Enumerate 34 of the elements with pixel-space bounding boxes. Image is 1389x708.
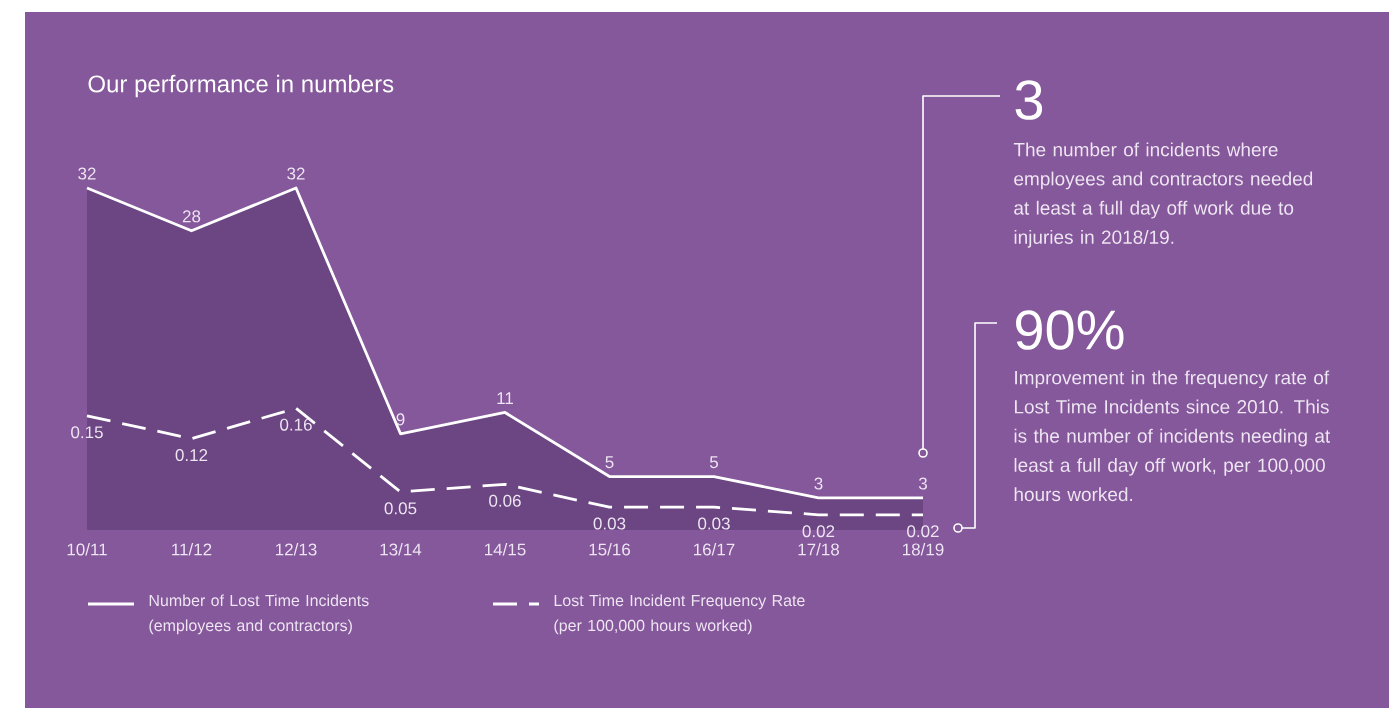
data-label: 0.15: [71, 426, 103, 439]
x-tick-label: 18/19: [903, 543, 944, 556]
data-label: 0.02: [802, 525, 835, 538]
data-label: 3: [814, 477, 823, 490]
data-label: 9: [396, 413, 405, 426]
x-tick-label: 12/13: [276, 543, 317, 556]
data-label: 0.02: [907, 525, 939, 538]
data-label: 0.05: [384, 502, 417, 515]
legend-label: Lost Time Incident Frequency Rate (per 100,000 hours worked): [554, 594, 805, 635]
data-label: 5: [709, 456, 719, 469]
chart-title: Our performance in numbers: [88, 74, 394, 98]
data-label: 3: [918, 477, 927, 490]
data-label: 5: [605, 456, 614, 469]
data-label: 0.06: [489, 494, 521, 507]
data-label: 28: [182, 210, 201, 223]
data-label: 32: [78, 167, 96, 180]
data-label: 0.03: [698, 517, 730, 530]
x-tick-label: 17/18: [798, 543, 840, 556]
legend-label: Number of Lost Time Incidents (employees and contractors): [149, 594, 369, 635]
text: 3: [1015, 80, 1043, 120]
data-label: 0.12: [175, 449, 208, 462]
x-tick-label: 15/16: [589, 543, 631, 556]
data-label: 32: [287, 167, 305, 180]
data-label: 0.03: [593, 517, 626, 530]
data-label: 0.16: [280, 418, 312, 431]
x-tick-label: 10/11: [67, 543, 107, 556]
x-tick-label: 11/12: [172, 543, 212, 556]
text: Improvement in the frequency rate of Lost Time Incidents since 2010. This is the number of incidents needing at least a full day off work, per 100,000 hours worked.: [1014, 370, 1331, 502]
text: The number of incidents where employees and contractors needed at least a full day off work due to injuries in 2018/19.: [1013, 142, 1313, 248]
data-label: 11: [497, 392, 513, 405]
text: 90%: [1016, 310, 1124, 350]
x-tick-label: 14/15: [485, 543, 526, 556]
x-tick-label: 16/17: [694, 543, 735, 556]
x-tick-label: 13/14: [380, 543, 422, 556]
